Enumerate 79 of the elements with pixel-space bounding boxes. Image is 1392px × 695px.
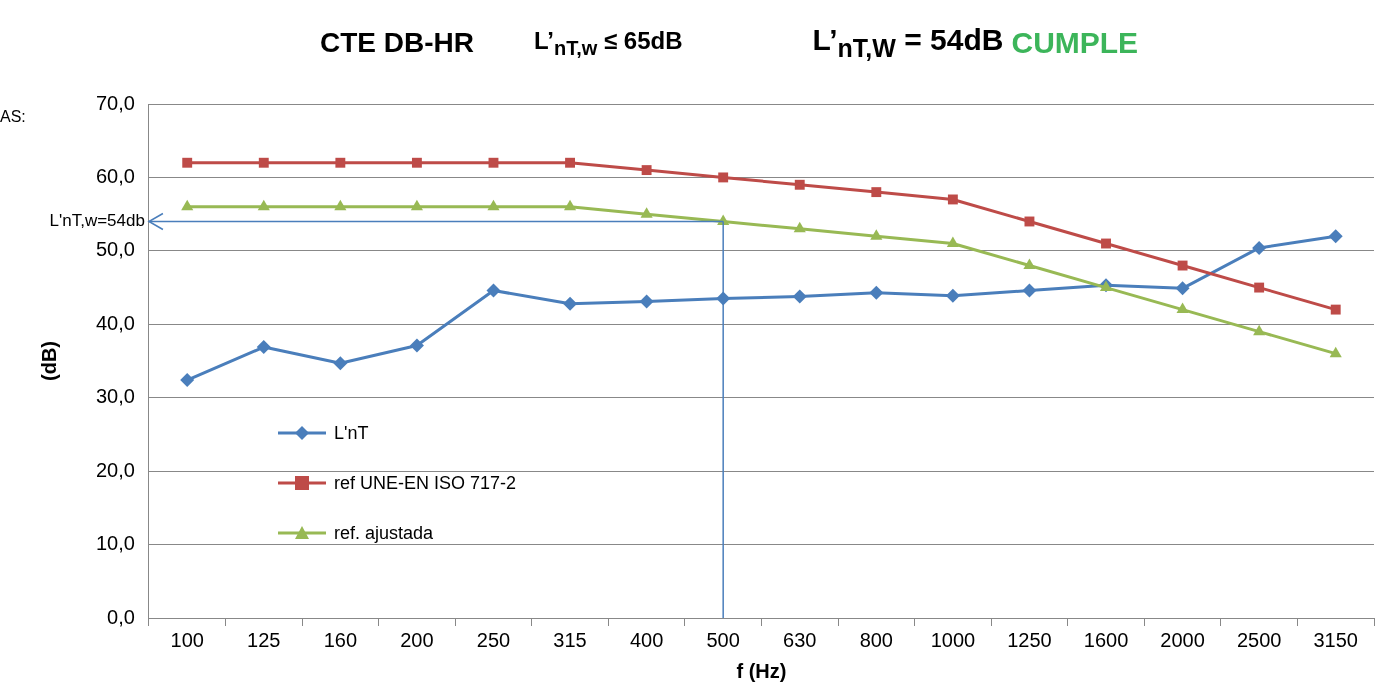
x-tick-label: 400 xyxy=(629,628,664,651)
ref-line-label: L'nT,w=54db xyxy=(49,211,145,231)
y-tick-label: 70,0 xyxy=(95,91,135,114)
x-tick-label: 2500 xyxy=(1236,628,1282,651)
point xyxy=(871,187,882,198)
point xyxy=(1330,304,1341,315)
point xyxy=(1175,281,1190,296)
x-tick-label: 630 xyxy=(783,628,817,651)
text: L’$_{nT,W}$ = 54dB xyxy=(812,23,1004,63)
y-tick-label: 20,0 xyxy=(95,458,135,481)
y-tick-label: 60,0 xyxy=(95,164,135,187)
point xyxy=(1101,238,1111,249)
point xyxy=(333,356,348,371)
point xyxy=(870,229,883,240)
x-tick-label: 125 xyxy=(247,628,281,651)
point xyxy=(792,289,807,304)
point xyxy=(258,157,269,168)
text: CUMPLE xyxy=(1011,26,1139,60)
legend-label: ref. ajustada xyxy=(334,522,434,544)
x-tick-label: 160 xyxy=(323,628,358,651)
point xyxy=(182,157,193,168)
point xyxy=(641,165,652,176)
point xyxy=(794,179,805,190)
point xyxy=(1252,240,1267,255)
x-tick-label: 500 xyxy=(706,628,740,651)
point xyxy=(563,199,577,211)
point xyxy=(1176,302,1189,314)
point xyxy=(1253,324,1266,336)
x-tick-label: 100 xyxy=(170,628,204,651)
point xyxy=(563,296,578,311)
point xyxy=(945,288,960,303)
point xyxy=(640,207,653,218)
text: AS: xyxy=(0,108,26,126)
chart-subtitle: L’$_{nT,w}$ ≤ 65dB xyxy=(534,26,683,60)
x-tick-label: 1600 xyxy=(1083,628,1129,651)
y-tick-label: 50,0 xyxy=(95,238,135,261)
chart-title: CTE DB-HR xyxy=(320,27,474,59)
point xyxy=(181,199,194,211)
point xyxy=(565,157,575,168)
point xyxy=(335,157,346,168)
x-tick-label: 2000 xyxy=(1160,628,1205,651)
point xyxy=(718,172,729,183)
point xyxy=(1177,260,1188,271)
point xyxy=(1023,258,1036,270)
x-tick-label: 1250 xyxy=(1007,628,1052,651)
point xyxy=(946,236,959,248)
point xyxy=(947,194,958,205)
point xyxy=(1022,283,1037,298)
legend-label: L'nT xyxy=(334,422,369,444)
x-tick-label: 800 xyxy=(859,628,893,651)
x-tick-label: 315 xyxy=(553,628,587,651)
point xyxy=(411,157,422,168)
y-tick-label: 10,0 xyxy=(95,532,135,555)
point xyxy=(409,338,424,353)
point xyxy=(486,283,501,298)
point xyxy=(488,157,499,168)
point xyxy=(256,340,271,355)
point xyxy=(257,199,270,211)
x-axis-title: f (Hz) xyxy=(736,659,787,682)
point xyxy=(180,373,195,388)
point xyxy=(869,285,884,300)
y-axis-title: (dB) xyxy=(37,341,60,381)
point xyxy=(334,199,347,211)
point xyxy=(1329,346,1342,358)
point xyxy=(1024,216,1035,227)
x-tick-label: 250 xyxy=(476,628,511,651)
y-tick-label: 40,0 xyxy=(95,311,135,334)
x-tick-label: 1000 xyxy=(930,628,976,651)
point xyxy=(639,294,654,309)
point xyxy=(1328,229,1343,244)
point xyxy=(410,199,423,211)
point xyxy=(487,199,500,211)
point xyxy=(793,221,806,233)
x-tick-label: 3150 xyxy=(1313,628,1358,651)
point xyxy=(1254,282,1265,293)
y-tick-label: 30,0 xyxy=(95,385,135,408)
y-tick-label: 0,0 xyxy=(107,605,135,628)
x-tick-label: 200 xyxy=(400,628,434,651)
legend-label: ref UNE-EN ISO 717-2 xyxy=(334,472,517,494)
